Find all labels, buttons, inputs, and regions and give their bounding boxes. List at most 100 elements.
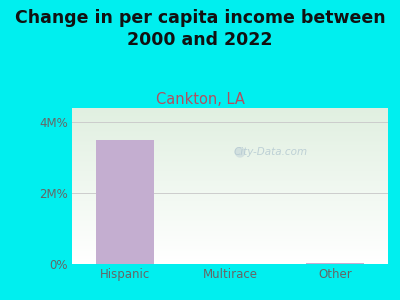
Bar [72, 185, 388, 186]
Bar [72, 253, 388, 254]
Bar [72, 204, 388, 205]
Bar [72, 157, 388, 158]
Bar [72, 211, 388, 212]
Bar [72, 242, 388, 243]
Bar [72, 194, 388, 195]
Bar [72, 186, 388, 187]
Bar [72, 196, 388, 197]
Bar [72, 111, 388, 112]
Bar [72, 165, 388, 166]
Bar [72, 170, 388, 171]
Bar [72, 167, 388, 168]
Bar [72, 255, 388, 256]
Bar [72, 155, 388, 156]
Bar [72, 224, 388, 225]
Bar [72, 215, 388, 216]
Bar [72, 195, 388, 196]
Bar [72, 159, 388, 160]
Bar [72, 209, 388, 210]
Bar [72, 182, 388, 183]
Bar [96, 140, 154, 264]
Bar [72, 245, 388, 246]
Bar [72, 166, 388, 167]
Bar [72, 143, 388, 144]
Bar [72, 180, 388, 181]
Bar [72, 220, 388, 221]
Bar [72, 119, 388, 120]
Bar [72, 128, 388, 129]
Bar [72, 144, 388, 145]
Text: Change in per capita income between
2000 and 2022: Change in per capita income between 2000… [15, 9, 385, 49]
Bar [72, 206, 388, 207]
Bar [72, 217, 388, 218]
Bar [72, 146, 388, 147]
Bar [72, 193, 388, 194]
Bar [72, 231, 388, 232]
Bar [72, 221, 388, 222]
Bar [72, 188, 388, 189]
Bar [72, 169, 388, 170]
Bar [72, 261, 388, 262]
Bar [72, 129, 388, 130]
Bar [72, 177, 388, 178]
Bar [72, 135, 388, 136]
Bar [72, 151, 388, 152]
Bar [72, 121, 388, 122]
Bar [72, 246, 388, 247]
Bar [72, 134, 388, 135]
Bar [72, 203, 388, 204]
Bar [72, 181, 388, 182]
Bar [72, 154, 388, 155]
Bar [72, 130, 388, 131]
Bar [72, 237, 388, 238]
Bar [72, 110, 388, 111]
Bar [72, 175, 388, 176]
Bar [72, 219, 388, 220]
Bar [72, 244, 388, 245]
Bar [72, 126, 388, 127]
Bar [72, 158, 388, 159]
Bar [72, 173, 388, 174]
Bar [72, 189, 388, 190]
Bar [72, 239, 388, 240]
Bar [72, 227, 388, 228]
Bar [72, 136, 388, 137]
Bar [72, 122, 388, 123]
Bar [72, 249, 388, 250]
Bar [72, 232, 388, 233]
Bar [72, 168, 388, 169]
Bar [72, 254, 388, 255]
Bar [72, 192, 388, 193]
Bar [72, 262, 388, 263]
Bar [72, 120, 388, 121]
Bar [72, 240, 388, 241]
Bar [72, 124, 388, 125]
Bar [72, 251, 388, 252]
Bar [72, 225, 388, 226]
Bar [72, 216, 388, 217]
Text: Cankton, LA: Cankton, LA [156, 92, 244, 106]
Bar [72, 202, 388, 203]
Bar [72, 200, 388, 201]
Bar [72, 142, 388, 143]
Bar [72, 257, 388, 258]
Bar [72, 125, 388, 126]
Bar [72, 133, 388, 134]
Bar [72, 174, 388, 175]
Bar [72, 256, 388, 257]
Bar [72, 226, 388, 227]
Bar [72, 235, 388, 236]
Bar [72, 205, 388, 206]
Bar [72, 178, 388, 179]
Bar [72, 113, 388, 114]
Bar [72, 171, 388, 172]
Text: City-Data.com: City-Data.com [234, 147, 308, 157]
Bar [72, 152, 388, 153]
Bar [72, 172, 388, 173]
Bar [72, 214, 388, 215]
Bar [72, 199, 388, 200]
Bar [72, 179, 388, 180]
Bar [72, 260, 388, 261]
Bar [72, 207, 388, 208]
Bar [72, 138, 388, 139]
